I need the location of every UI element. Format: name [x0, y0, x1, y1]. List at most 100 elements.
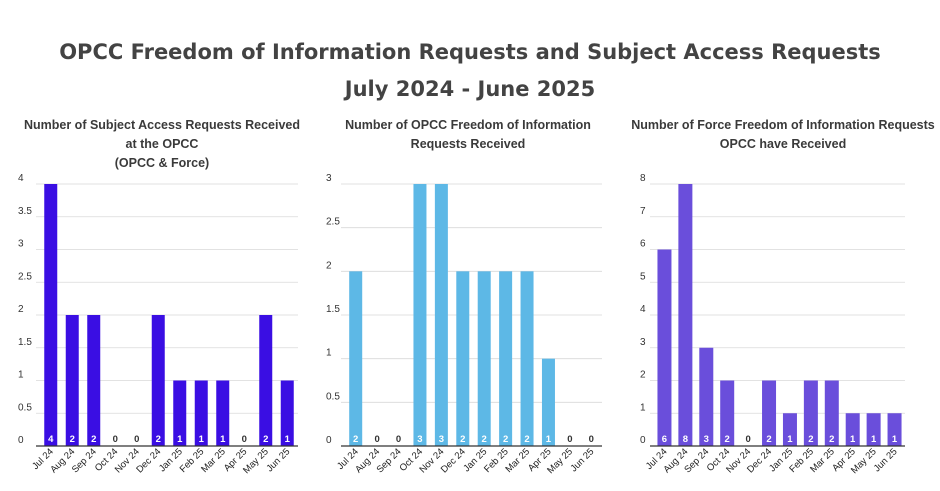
y-tick-label: 3: [18, 239, 24, 250]
x-tick-label: Sep 24: [375, 446, 404, 475]
bar: [44, 184, 58, 446]
data-label: 2: [808, 434, 813, 445]
data-label: 2: [460, 434, 465, 445]
bar: [499, 271, 513, 446]
bar: [280, 380, 294, 446]
data-label: 2: [263, 434, 268, 445]
data-label: 1: [285, 434, 291, 445]
y-tick-label: 0: [640, 435, 646, 446]
bar: [657, 249, 672, 446]
y-tick-label: 1.5: [326, 304, 340, 315]
data-label: 1: [199, 434, 205, 445]
data-label: 1: [220, 434, 226, 445]
bar: [678, 184, 693, 446]
data-label: 8: [683, 434, 688, 445]
bar: [87, 315, 101, 446]
bar: [782, 413, 797, 446]
panel-3-title: Number of Force Freedom of Information R…: [628, 116, 938, 154]
data-label: 1: [177, 434, 183, 445]
y-tick-label: 0.5: [18, 402, 32, 413]
bar: [845, 413, 860, 446]
data-label: 2: [482, 434, 487, 445]
y-tick-label: 1.5: [18, 337, 32, 348]
y-tick-label: 0: [18, 435, 24, 446]
x-tick-label: Sep 24: [70, 446, 99, 475]
y-tick-label: 3: [640, 337, 646, 348]
x-tick-label: Mar 25: [808, 446, 837, 475]
data-label: 2: [156, 434, 161, 445]
data-label: 0: [134, 434, 139, 445]
data-label: 0: [745, 434, 750, 445]
data-label: 0: [113, 434, 118, 445]
data-label: 3: [439, 434, 444, 445]
data-label: 6: [662, 434, 667, 445]
y-tick-label: 5: [640, 271, 646, 282]
data-label: 0: [396, 434, 401, 445]
bar: [65, 315, 79, 446]
data-label: 1: [871, 434, 877, 445]
main-title-line2: July 2024 - June 2025: [344, 77, 596, 101]
bar: [762, 380, 777, 446]
bar: [151, 315, 165, 446]
data-label: 1: [892, 434, 898, 445]
data-label: 2: [70, 434, 75, 445]
data-label: 4: [48, 434, 54, 445]
data-label: 2: [503, 434, 508, 445]
panel-2-title: Number of OPCC Freedom of Information Re…: [318, 116, 618, 154]
x-tick-label: Dec 24: [439, 446, 468, 475]
y-tick-label: 0: [326, 435, 332, 446]
data-label: 3: [417, 434, 422, 445]
bar: [173, 380, 187, 446]
data-label: 2: [353, 434, 358, 445]
y-tick-label: 1: [640, 402, 646, 413]
x-tick-label: Dec 24: [134, 446, 163, 475]
y-tick-label: 4: [18, 173, 24, 184]
x-tick-label: Jun 25: [264, 446, 292, 474]
data-label: 1: [850, 434, 856, 445]
bar: [541, 358, 555, 446]
bar: [887, 413, 902, 446]
panel-1-title: Number of Subject Access Requests Receiv…: [12, 116, 312, 173]
bar: [194, 380, 208, 446]
main-title-line1: OPCC Freedom of Information Requests and…: [59, 40, 881, 64]
x-tick-label: Jun 25: [568, 446, 596, 474]
bar: [477, 271, 491, 446]
bar: [699, 347, 714, 446]
data-label: 0: [567, 434, 572, 445]
bar: [720, 380, 735, 446]
data-label: 2: [725, 434, 730, 445]
data-label: 0: [374, 434, 379, 445]
x-tick-label: Mar 25: [199, 446, 228, 475]
bar: [349, 271, 363, 446]
data-label: 0: [242, 434, 247, 445]
y-tick-label: 1: [18, 370, 24, 381]
panel-3-title-line: Number of Force Freedom of Information R…: [631, 118, 935, 132]
data-label: 2: [766, 434, 771, 445]
y-tick-label: 2.5: [18, 271, 32, 282]
bar: [803, 380, 818, 446]
bar: [259, 315, 273, 446]
panel-1-title-line: (OPCC & Force): [114, 156, 210, 170]
y-tick-label: 3: [326, 173, 332, 184]
y-tick-label: 6: [640, 239, 646, 250]
data-label: 0: [589, 434, 594, 445]
panel-2-title-line: Number of OPCC Freedom of Information: [345, 118, 591, 132]
y-tick-label: 2: [18, 304, 24, 315]
bar: [520, 271, 534, 446]
bar: [824, 380, 839, 446]
bar: [434, 184, 448, 446]
y-tick-label: 2: [640, 370, 646, 381]
data-label: 1: [546, 434, 552, 445]
panel-1-title-line: at the OPCC: [125, 137, 199, 151]
y-tick-label: 0.5: [326, 391, 340, 402]
y-tick-label: 8: [640, 173, 646, 184]
data-label: 2: [524, 434, 529, 445]
data-label: 2: [91, 434, 96, 445]
x-tick-label: Mar 25: [503, 446, 532, 475]
y-tick-label: 3.5: [18, 206, 32, 217]
y-tick-label: 2.5: [326, 217, 340, 228]
bar: [866, 413, 881, 446]
data-label: 1: [787, 434, 793, 445]
x-tick-label: Jun 25: [872, 446, 900, 474]
